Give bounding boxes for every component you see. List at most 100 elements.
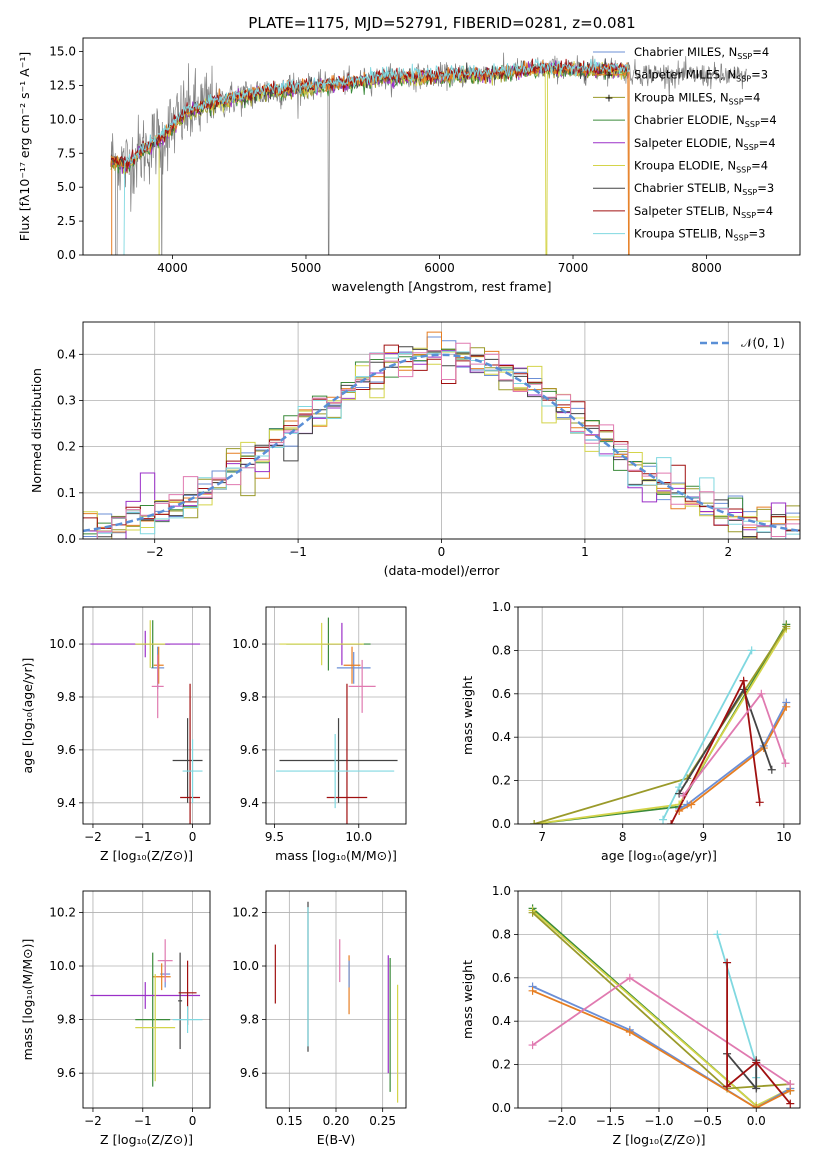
series-marker	[767, 765, 776, 774]
y-axis-label: mass [log₁₀(M/M⊙)]	[20, 939, 35, 1061]
legend-count: =4	[751, 159, 768, 173]
z-age-frame	[82, 606, 211, 825]
spectrum-axes: 4000 5000 6000 7000 8000 0.0 2.5 5.0 7.5 10.0 12.5…	[17, 45, 722, 294]
y-tick-label: 10.2	[232, 905, 259, 919]
x-tick-label: −2	[84, 830, 102, 844]
y-axis-label: mass weight	[460, 676, 475, 755]
z-mass-plot	[90, 939, 203, 1087]
mass-age-axes: 9.5 10.0 9.4 9.6 9.8 10.0 mass [log₁₀(M/M⊙)]	[232, 607, 406, 863]
legend-label: Kroupa MILES, NSSP=4	[634, 90, 760, 106]
y-tick-label: 0.0	[57, 532, 76, 546]
series-marker	[530, 820, 539, 824]
y-axis-label: age [log₁₀(age/yr)]	[20, 658, 35, 774]
x-tick-label: 0.25	[369, 1114, 396, 1128]
y-tick-label: 0.8	[492, 927, 511, 941]
x-tick-label: −2	[84, 1114, 102, 1128]
y-tick-label: 10.0	[49, 959, 76, 973]
series-marker	[528, 1041, 537, 1050]
series-marker	[625, 973, 634, 982]
z-weight-axes: −2.0 −1.5 −1.0 −0.5 0.0 0.0 0.2 0.4 0.6 0.8 1.0 Z […	[460, 884, 800, 1147]
legend-label: Chabrier ELODIE, NSSP=4	[634, 113, 777, 129]
y-tick-label: 9.8	[57, 1013, 76, 1027]
legend-count: =4	[759, 136, 776, 150]
legend-label: Salpeter MILES, NSSP=3	[634, 68, 768, 84]
x-axis-label: mass [log₁₀(M/M⊙)]	[275, 848, 397, 863]
histogram-step	[83, 342, 800, 539]
series-marker	[782, 622, 791, 631]
legend-text: Chabrier ELODIE, N	[634, 113, 745, 127]
x-tick-label: 0.20	[323, 1114, 350, 1128]
legend-count: =4	[756, 204, 773, 218]
series-line	[716, 934, 758, 1078]
legend-text: Kroupa STELIB, N	[634, 227, 734, 241]
series-marker	[687, 800, 696, 809]
x-tick-label: 1	[581, 545, 589, 559]
legend-label: Chabrier MILES, NSSP=4	[634, 45, 769, 61]
y-axis-label: Flux [fλ10⁻¹⁷ erg cm⁻² s⁻¹ A⁻¹]	[17, 52, 32, 241]
series-marker	[679, 791, 688, 800]
series-line	[678, 702, 788, 810]
y-tick-label: 0.2	[492, 774, 511, 788]
x-tick-label: 6000	[424, 261, 455, 275]
legend-count: =4	[744, 90, 761, 104]
mass-age-plot	[276, 617, 398, 824]
legend-text: Salpeter STELIB, N	[634, 204, 741, 218]
y-tick-label: 9.8	[240, 1013, 259, 1027]
x-tick-label: 8	[619, 830, 627, 844]
y-tick-label: 2.5	[57, 214, 76, 228]
x-tick-label: 8000	[691, 261, 722, 275]
legend-text: Kroupa ELODIE, N	[634, 159, 736, 173]
series-marker	[786, 1080, 795, 1089]
age-weight-plot	[530, 620, 791, 824]
legend-count: =3	[757, 181, 774, 195]
series-marker	[786, 1099, 795, 1108]
series-marker	[782, 702, 791, 711]
series-marker	[625, 1028, 634, 1037]
spectrum-frame	[82, 37, 801, 256]
y-tick-label: 0.1	[57, 486, 76, 500]
series-marker	[659, 815, 668, 824]
legend-count: =4	[760, 113, 777, 127]
x-tick-label: 0.15	[276, 1114, 303, 1128]
legend-label: Chabrier STELIB, NSSP=3	[634, 181, 774, 197]
legend-label: Kroupa STELIB, NSSP=3	[634, 227, 765, 243]
y-tick-label: 0.3	[57, 393, 76, 407]
y-tick-label: 0.8	[492, 643, 511, 657]
y-tick-label: 0.0	[492, 817, 511, 831]
y-tick-label: 10.0	[49, 637, 76, 651]
legend-subscript: SSP	[741, 211, 756, 220]
y-tick-label: 0.4	[57, 347, 76, 361]
legend-count: =3	[749, 227, 766, 241]
series-marker	[528, 986, 537, 995]
series-marker	[747, 646, 756, 655]
series-marker	[675, 789, 684, 798]
y-tick-label: 0.6	[492, 971, 511, 985]
legend-label: 𝒩(0, 1)	[741, 336, 785, 350]
z-weight-frame	[517, 890, 801, 1109]
legend-text: Kroupa MILES, N	[634, 90, 729, 104]
legend-subscript: SSP	[729, 97, 744, 106]
y-tick-label: 5.0	[57, 180, 76, 194]
x-tick-label: 4000	[157, 261, 188, 275]
series-marker	[667, 820, 676, 824]
z-age-axes: −2 −1 0 9.4 9.6 9.8 10.0 Z [log₁₀(Z/Z⊙)] age [lo…	[20, 607, 210, 863]
x-tick-label: 5000	[291, 261, 322, 275]
series-marker	[755, 798, 764, 807]
age-weight-axes: 7 8 9 10 0.0 0.2 0.4 0.6 0.8 1.0 age [log₁₀(age/yr…	[460, 600, 800, 863]
x-tick-label: −1.0	[644, 1114, 673, 1128]
y-axis-label: Normed distribution	[29, 368, 44, 493]
legend-count: =3	[751, 68, 768, 82]
age-weight-frame	[517, 606, 801, 825]
legend-subscript: SSP	[745, 120, 760, 129]
x-axis-label: age [log₁₀(age/yr)]	[601, 848, 717, 863]
x-tick-label: −1.5	[596, 1114, 625, 1128]
x-axis-label: Z [log₁₀(Z/Z⊙)]	[100, 848, 193, 863]
series-line	[532, 976, 791, 1085]
y-tick-label: 1.0	[492, 600, 511, 614]
x-tick-label: 2	[724, 545, 732, 559]
y-tick-label: 0.4	[492, 730, 511, 744]
series-marker	[752, 1058, 761, 1067]
series-line	[662, 649, 753, 821]
ebv-mass-plot	[274, 901, 399, 1103]
